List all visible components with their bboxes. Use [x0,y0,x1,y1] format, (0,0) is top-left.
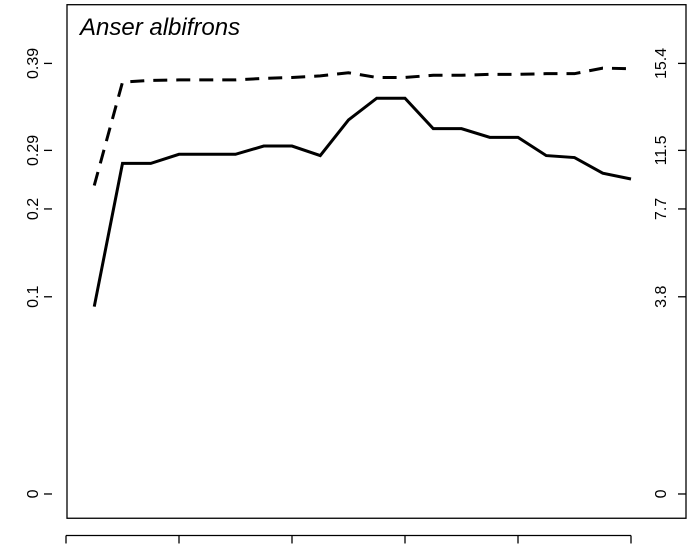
y-tick-label: 0.1 [25,286,42,308]
y2-tick-label: 0 [653,489,670,498]
data-line [92,66,632,186]
y2-tick-label: 15.4 [653,48,670,79]
chart-title: Anser albifrons [78,14,240,41]
y2-tick-label: 3.8 [653,286,670,308]
y-tick-label: 0.2 [25,198,42,220]
y-tick-label: 0.39 [25,48,42,79]
y-tick-label: 0.29 [25,135,42,166]
plot-frame [66,4,687,519]
data-line [92,96,632,307]
y2-tick-label: 7.7 [653,198,670,220]
y2-tick-label: 11.5 [653,135,670,165]
y-tick-label: 0 [25,489,42,498]
